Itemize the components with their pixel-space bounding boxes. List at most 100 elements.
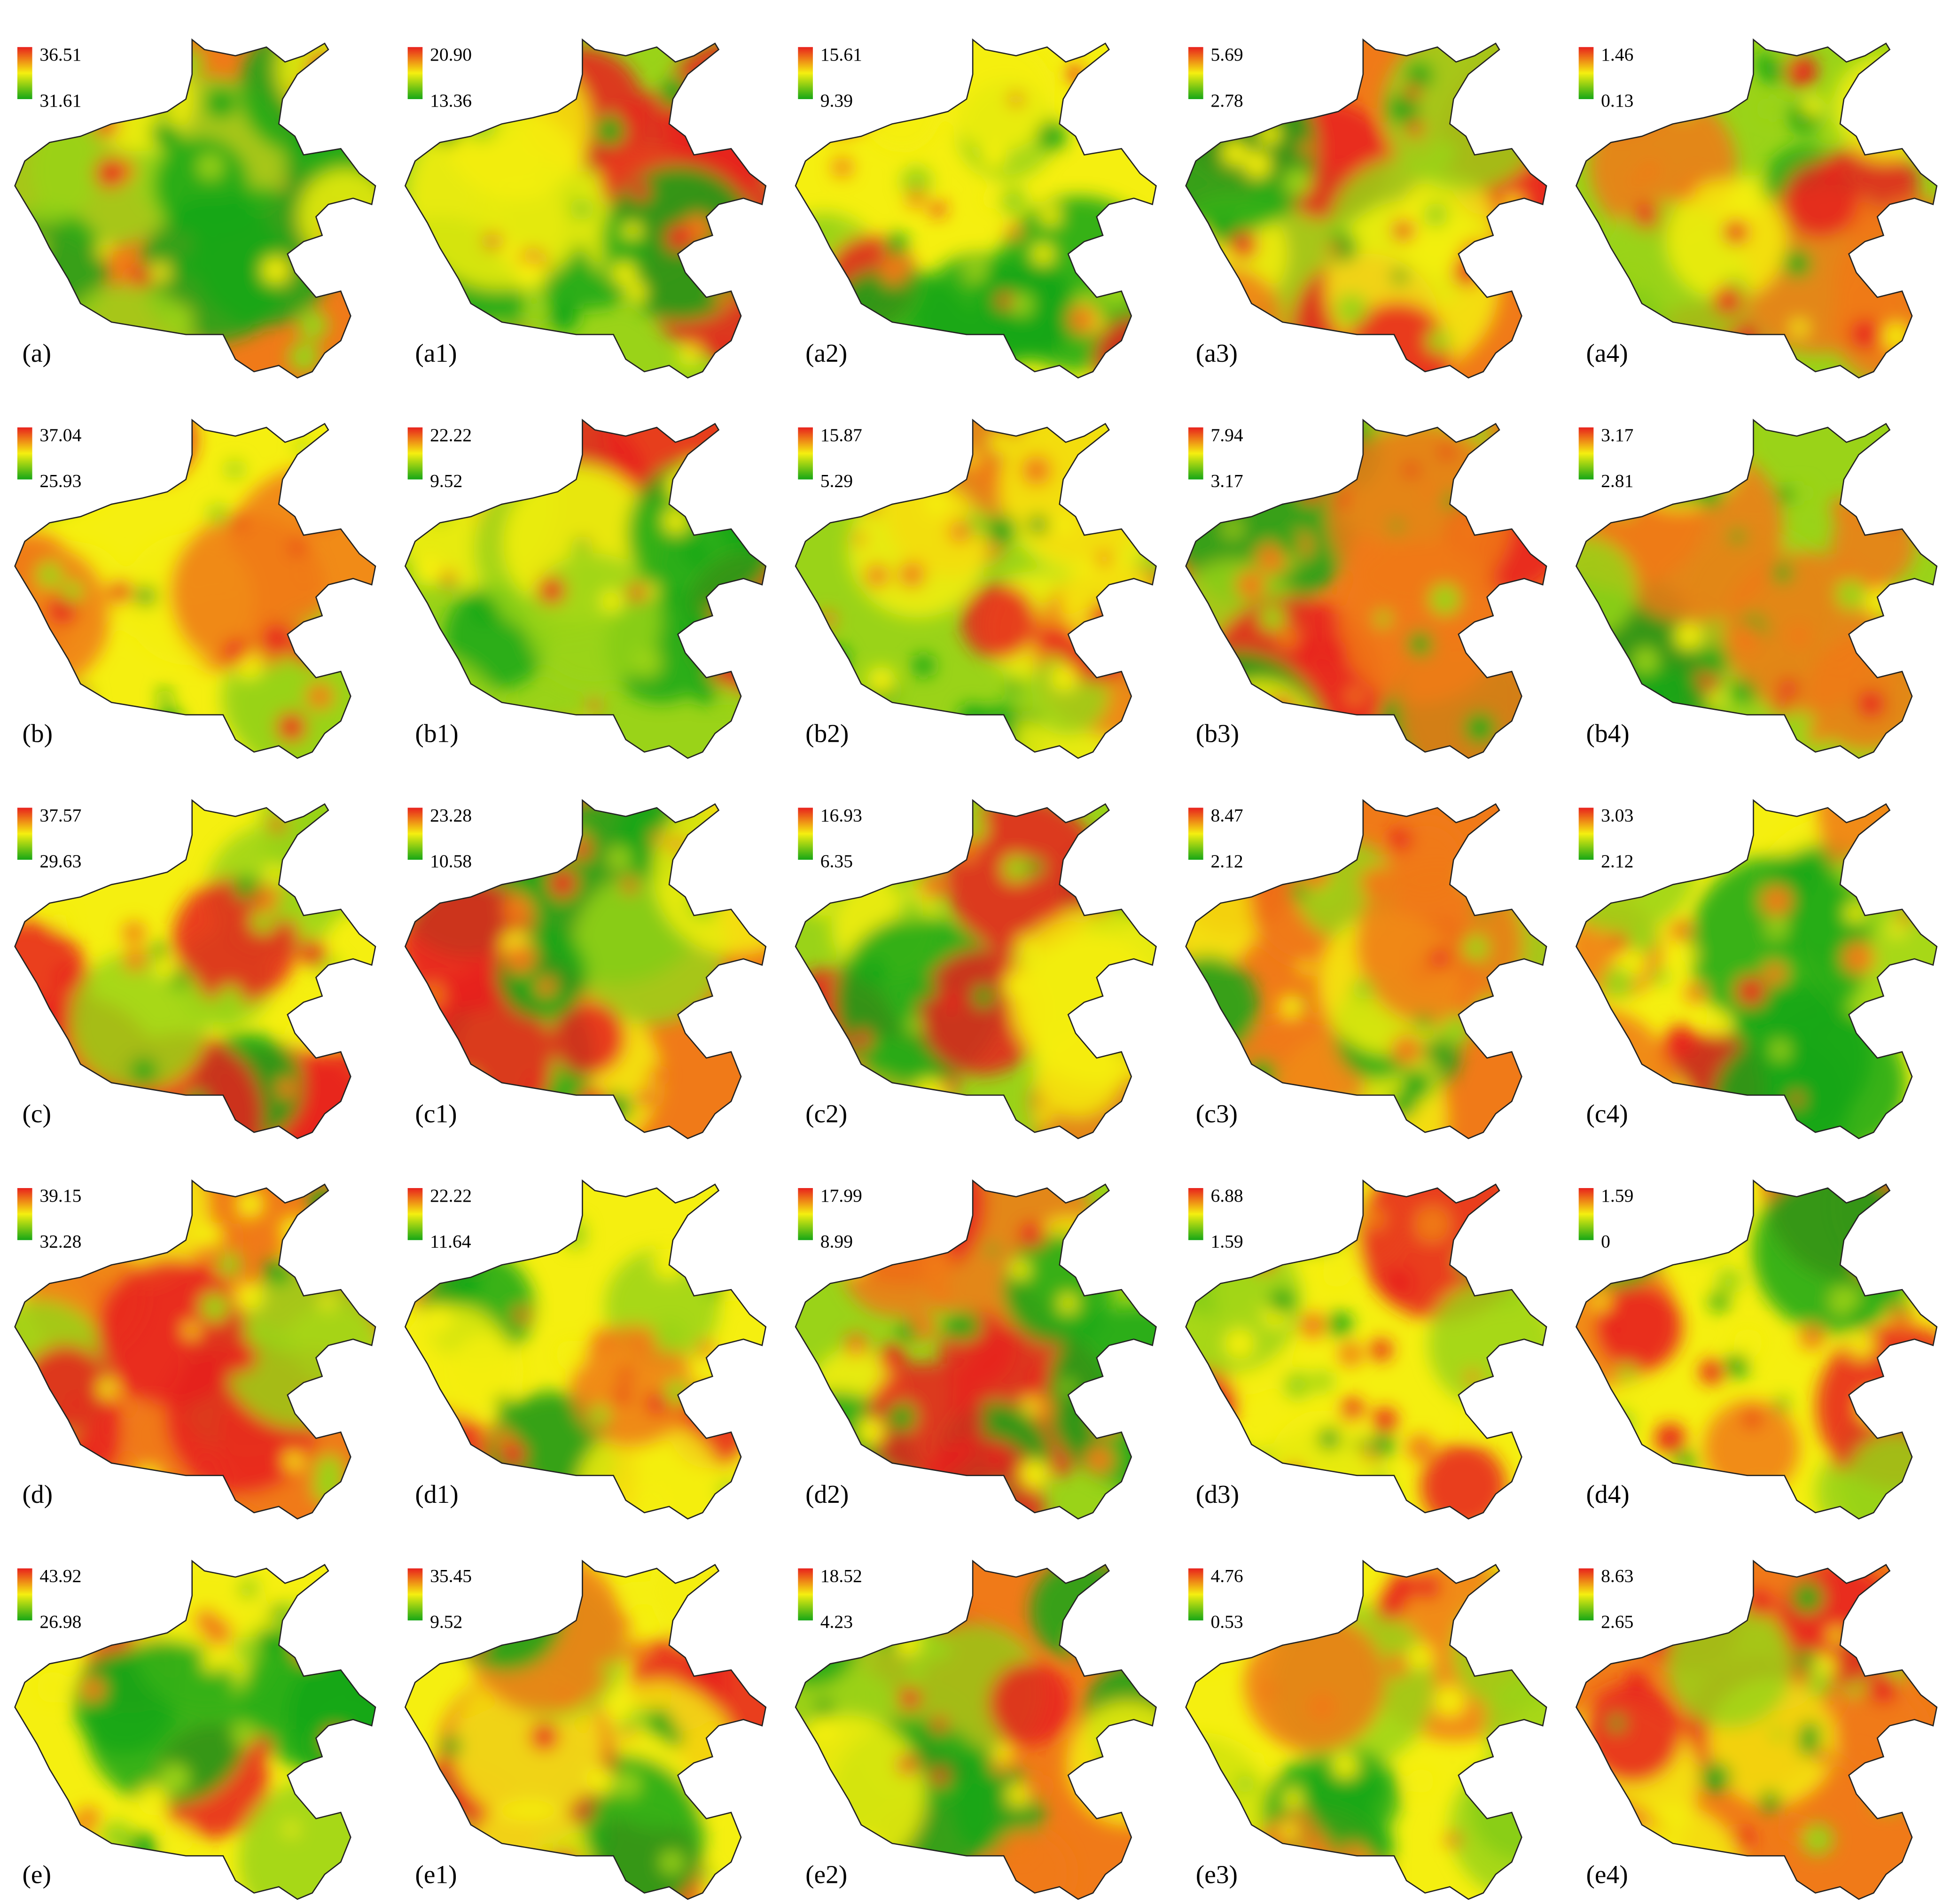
station-blob (565, 1228, 586, 1249)
station-blob (1842, 941, 1874, 974)
station-blob (1283, 168, 1311, 196)
station-blob (1011, 294, 1033, 316)
legend-ramp (1578, 47, 1594, 99)
legend-ramp (407, 427, 423, 480)
station-blob (1889, 922, 1904, 937)
station-blob (1117, 1035, 1133, 1051)
map-panel: 1.46 0.13 (a4) (1575, 38, 1938, 379)
region-blob (259, 800, 376, 899)
region-blob (848, 479, 987, 618)
region-blob (84, 1640, 250, 1805)
station-blob (1588, 1811, 1616, 1839)
legend-min: 9.39 (820, 90, 853, 111)
map-blobs (1186, 1561, 1547, 1899)
legend-ramp (798, 1568, 813, 1621)
station-blob (608, 847, 631, 870)
legend-max: 8.47 (1210, 805, 1243, 825)
station-blob (481, 449, 501, 469)
station-blob (1294, 1846, 1314, 1866)
map-surface (1576, 1561, 1937, 1899)
station-blob (1869, 249, 1896, 276)
station-blob (1670, 919, 1692, 941)
station-blob (36, 562, 62, 588)
region-blob (863, 74, 941, 153)
station-blob (1633, 648, 1659, 673)
station-blob (659, 78, 690, 109)
station-blob (324, 1728, 346, 1750)
station-blob (234, 683, 248, 697)
station-blob (1019, 1222, 1046, 1248)
station-blob (1732, 1828, 1753, 1850)
legend-min: 31.61 (39, 90, 81, 111)
station-blob (82, 1678, 105, 1701)
station-blob (184, 199, 211, 225)
station-blob (1465, 1370, 1480, 1385)
station-blob (1051, 664, 1077, 691)
station-blob (1096, 551, 1113, 567)
station-blob (235, 1189, 265, 1219)
station-blob (1800, 1325, 1825, 1350)
station-blob (193, 236, 211, 253)
station-blob (236, 1344, 258, 1366)
station-blob (1729, 528, 1745, 544)
region-blob (1186, 873, 1259, 968)
station-blob (437, 1407, 451, 1422)
station-blob (1389, 1092, 1416, 1119)
station-blob (97, 242, 113, 258)
station-blob (1750, 1484, 1774, 1509)
region-blob (653, 800, 766, 956)
region-blob (1576, 39, 1683, 134)
region-blob (1833, 54, 1937, 161)
station-blob (1238, 1483, 1252, 1496)
legend-ramp (407, 808, 423, 860)
station-blob (150, 121, 171, 142)
station-blob (654, 1320, 686, 1352)
station-blob (480, 1855, 495, 1870)
station-blob (1109, 258, 1128, 277)
station-blob (1276, 626, 1298, 649)
station-blob (515, 1477, 534, 1495)
station-blob (1856, 1247, 1887, 1279)
station-blob (95, 442, 126, 473)
station-blob (1736, 977, 1766, 1006)
map-panel: 17.99 8.99 (d2) (795, 1179, 1157, 1520)
station-blob (1460, 523, 1478, 541)
station-blob (423, 1304, 453, 1333)
station-blob (1415, 1014, 1432, 1031)
legend-ramp (798, 1188, 813, 1240)
legend-min: 5.29 (820, 470, 853, 491)
station-blob (270, 1605, 285, 1620)
station-blob (495, 1430, 514, 1448)
station-blob (1633, 202, 1659, 228)
station-blob (1427, 329, 1451, 353)
legend-min: 26.98 (39, 1611, 81, 1632)
legend-max: 18.52 (820, 1566, 862, 1586)
station-blob (1802, 1823, 1834, 1855)
station-blob (586, 699, 602, 714)
station-blob (297, 564, 317, 583)
panel-label: (c2) (805, 1099, 847, 1128)
legend-max: 15.87 (820, 425, 862, 445)
station-blob (699, 1867, 714, 1882)
legend-ramp (798, 47, 813, 99)
station-blob (1007, 678, 1022, 693)
station-blob (1292, 1110, 1309, 1127)
station-blob (138, 1786, 168, 1816)
station-blob (841, 1249, 866, 1274)
station-blob (1713, 286, 1742, 315)
station-blob (194, 1220, 222, 1249)
legend-max: 1.46 (1601, 44, 1633, 65)
region-blob (1030, 1561, 1132, 1661)
station-blob (1453, 258, 1481, 287)
station-blob (987, 514, 1017, 545)
station-blob (226, 460, 244, 479)
map-panel: 35.45 9.52 (e1) (404, 1560, 767, 1900)
station-blob (623, 1727, 635, 1741)
station-blob (1792, 1582, 1823, 1613)
station-blob (866, 500, 881, 515)
station-blob (1495, 75, 1512, 92)
station-blob (601, 1661, 617, 1678)
station-blob (293, 637, 320, 665)
legend-ramp (1578, 427, 1594, 480)
station-blob (1732, 623, 1762, 653)
